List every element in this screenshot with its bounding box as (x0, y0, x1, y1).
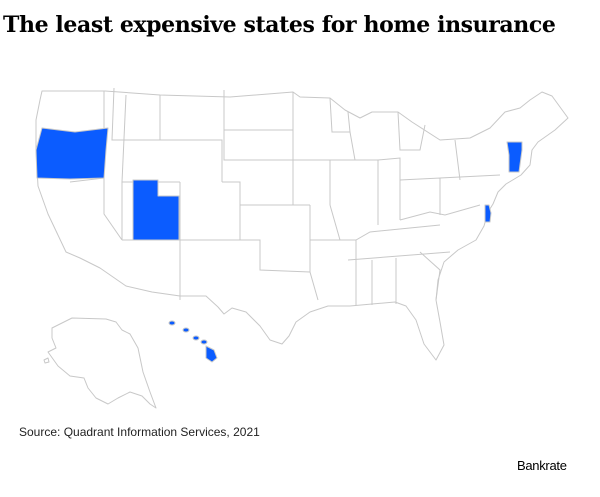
source-note: Source: Quadrant Information Services, 2… (19, 425, 260, 439)
page-title: The least expensive states for home insu… (3, 12, 556, 38)
state-utah (132, 179, 180, 241)
us-map (35, 87, 569, 409)
state-vermont (506, 141, 523, 173)
state-alaska (47, 317, 157, 409)
alaska-island (43, 357, 50, 364)
state-oregon (35, 127, 109, 180)
state-borders (69, 87, 501, 305)
bankrate-logo: Bankrate (517, 458, 567, 473)
state-delaware (484, 204, 492, 223)
us-outline (35, 90, 569, 361)
state-hawaii (168, 320, 218, 363)
